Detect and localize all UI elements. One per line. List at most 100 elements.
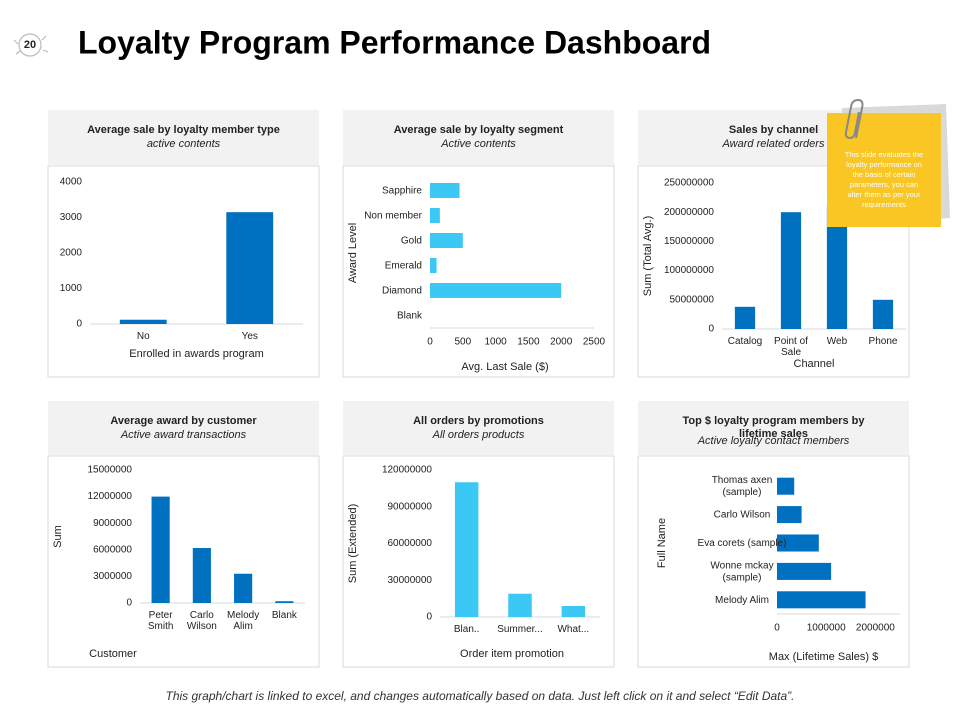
- x-tick-label: Catalog: [728, 336, 762, 347]
- paper-clip: [844, 98, 864, 140]
- panel-title: Average sale by loyalty member type: [87, 124, 280, 136]
- y-axis-label: Sum (Total Avg.): [642, 216, 654, 297]
- x-axis-label: Channel: [794, 358, 835, 370]
- bar: [192, 548, 211, 603]
- y-tick-label: 3000000: [93, 571, 132, 582]
- panel-body: [47, 165, 320, 378]
- x-tick-label: Phone: [869, 336, 898, 347]
- panel-header: [343, 401, 614, 455]
- x-tick-label: 1000: [484, 337, 507, 348]
- bar: [430, 208, 440, 223]
- panel-title: Top $ loyalty program members by lifetime…: [683, 415, 866, 440]
- y-tick-label: 90000000: [388, 501, 433, 512]
- x-tick-label: Blank: [272, 610, 298, 621]
- y-tick-label: Carlo Wilson: [714, 509, 771, 520]
- panel-title: All orders by promotions: [413, 415, 544, 427]
- x-tick-label: 2000000: [856, 623, 895, 634]
- y-tick-label: Wonne mckay (sample): [710, 560, 773, 583]
- x-tick-label: 1500: [517, 337, 540, 348]
- panel-header: [343, 110, 614, 165]
- y-axis-label: Sum (Extended): [347, 504, 359, 583]
- x-axis-label: Enrolled in awards program: [129, 348, 264, 360]
- x-tick-label: No: [137, 331, 150, 342]
- bar: [226, 212, 274, 324]
- x-tick-label: 1000000: [807, 623, 846, 634]
- panel-subtitle: Award related orders: [722, 138, 825, 150]
- x-tick-label: Melody Alim: [227, 610, 259, 632]
- panel-subtitle: active contents: [147, 138, 221, 150]
- y-tick-label: Non member: [364, 210, 422, 221]
- y-axis-label: Sum: [52, 525, 64, 548]
- bar: [777, 591, 866, 609]
- x-tick-label: 2500: [583, 337, 606, 348]
- y-tick-label: 4000: [60, 177, 83, 188]
- bar: [430, 233, 463, 248]
- page-title: Loyalty Program Performance Dashboard: [78, 24, 711, 60]
- y-tick-label: 12000000: [88, 491, 133, 502]
- bar: [777, 477, 795, 495]
- x-tick-label: Summer...: [497, 624, 543, 635]
- bar: [777, 534, 819, 552]
- x-tick-label: Web: [827, 336, 848, 347]
- panel-subtitle: Active award transactions: [120, 429, 247, 441]
- y-tick-label: Gold: [401, 235, 422, 246]
- panel-title: Sales by channel: [729, 124, 818, 136]
- y-tick-label: 60000000: [388, 538, 433, 549]
- y-tick-label: Melody Alim: [715, 594, 769, 605]
- slide-icon: [13, 33, 49, 57]
- bar: [430, 283, 562, 298]
- bar: [234, 573, 253, 603]
- y-tick-label: 0: [76, 319, 82, 330]
- x-tick-label: 500: [454, 337, 471, 348]
- x-tick-label: 0: [774, 623, 780, 634]
- x-tick-label: 2000: [550, 337, 573, 348]
- y-tick-label: 120000000: [382, 465, 432, 476]
- bar: [430, 258, 437, 273]
- y-tick-label: 100000000: [664, 265, 714, 276]
- bar: [734, 306, 756, 329]
- y-tick-label: 50000000: [670, 294, 715, 305]
- x-tick-label: Peter Smith: [148, 610, 174, 632]
- x-axis-label: Max (Lifetime Sales) $: [769, 651, 878, 663]
- x-axis-label: Customer: [89, 648, 137, 660]
- bar: [151, 496, 170, 603]
- y-tick-label: 0: [708, 324, 714, 335]
- y-tick-label: Sapphire: [382, 185, 422, 196]
- x-tick-label: Carlo Wilson: [187, 610, 217, 632]
- bar: [777, 506, 802, 524]
- bar: [119, 319, 167, 324]
- y-tick-label: 1000: [60, 283, 83, 294]
- y-tick-label: 30000000: [388, 575, 433, 586]
- bar: [780, 212, 802, 329]
- y-tick-label: 6000000: [93, 544, 132, 555]
- panel-body: [342, 455, 615, 668]
- panel-subtitle: Active loyalty contact members: [697, 435, 850, 447]
- x-tick-label: Blan..: [454, 624, 480, 635]
- bar: [777, 562, 832, 580]
- panel-header: [48, 401, 319, 455]
- y-tick-label: Thomas axen (sample): [712, 475, 773, 498]
- panel-body: [47, 455, 320, 668]
- panel-title: Average award by customer: [110, 415, 257, 427]
- y-tick-label: 2000: [60, 248, 83, 259]
- bar: [275, 601, 294, 603]
- y-axis-label: Award Level: [347, 223, 359, 283]
- y-tick-label: 150000000: [664, 236, 714, 247]
- panel-header: [638, 401, 909, 455]
- panel-subtitle: All orders products: [432, 429, 525, 441]
- bar: [561, 605, 586, 617]
- x-tick-label: What...: [557, 624, 589, 635]
- x-tick-label: 0: [427, 337, 433, 348]
- x-tick-label: Yes: [242, 331, 258, 342]
- panel-body: [342, 165, 615, 378]
- y-tick-label: Blank: [397, 310, 423, 321]
- slide-number: 20: [24, 39, 36, 51]
- note-text: This slide evaluates the loyalty performa…: [845, 150, 923, 209]
- bar: [430, 183, 460, 198]
- bar: [508, 593, 532, 617]
- x-axis-label: Order item promotion: [460, 648, 564, 660]
- sticky-note: This slide evaluates the loyalty performa…: [827, 98, 950, 227]
- panel-title: Average sale by loyalty segment: [394, 124, 564, 136]
- bar: [826, 206, 848, 329]
